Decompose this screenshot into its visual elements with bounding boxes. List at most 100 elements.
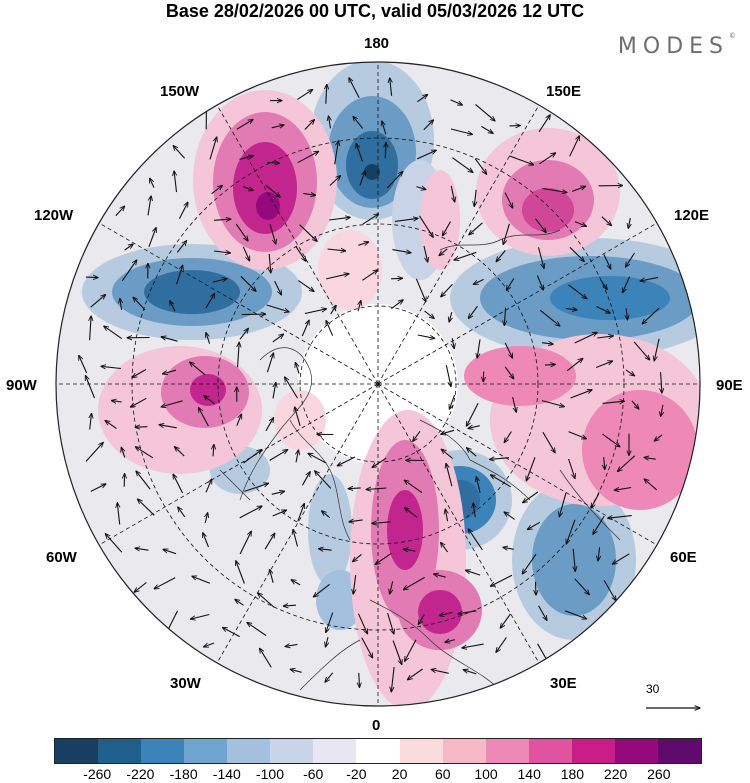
- wind-vector: [462, 643, 484, 648]
- wind-vector: [474, 189, 476, 207]
- wind-vector: [134, 582, 147, 593]
- wind-vector: [304, 309, 327, 315]
- wind-vector: [504, 342, 512, 358]
- lon-label-90w: 90W: [6, 377, 37, 394]
- lon-label-180: 180: [364, 35, 390, 52]
- wind-vector: [302, 472, 311, 486]
- wind-vector: [313, 583, 330, 597]
- wind-vector: [175, 447, 185, 457]
- wind-vector: [413, 430, 421, 441]
- wind-vector: [295, 407, 301, 426]
- wind-vector: [235, 223, 248, 241]
- wind-vector: [329, 116, 331, 129]
- wind-vector: [297, 90, 312, 100]
- wind-vector: [477, 339, 481, 358]
- wind-vector: [269, 253, 271, 273]
- wind-vector: [290, 669, 302, 672]
- colorbar-tick-label: -260: [83, 766, 112, 782]
- wind-vector: [178, 507, 186, 518]
- wind-vector: [439, 248, 448, 256]
- coastlines: [219, 229, 621, 691]
- wind-vector: [601, 216, 612, 226]
- wind-vector: [504, 431, 512, 443]
- wind-vector: [416, 187, 426, 190]
- wind-vector: [394, 218, 418, 222]
- wind-vector: [535, 218, 547, 233]
- wind-vector: [523, 491, 539, 503]
- wind-vector: [569, 136, 580, 157]
- wind-vector: [298, 280, 314, 292]
- wind-vector: [417, 95, 427, 103]
- logo-text: MODES: [617, 34, 729, 59]
- wind-vector: [385, 143, 386, 159]
- wind-vectors: [79, 78, 663, 692]
- wind-vector: [441, 283, 453, 297]
- colorbar-swatch: [657, 739, 701, 763]
- wind-vector: [124, 244, 134, 251]
- wind-vector: [337, 456, 356, 466]
- wind-vector: [559, 492, 567, 517]
- wind-vector: [105, 534, 123, 553]
- colorbar-swatch: [227, 739, 271, 763]
- wind-vector: [452, 338, 454, 348]
- wind-vector: [626, 308, 627, 320]
- wind-vector: [326, 84, 327, 104]
- wind-vector: [357, 613, 368, 634]
- wind-vector: [86, 376, 96, 399]
- colorbar-tick-label: 140: [517, 766, 541, 782]
- positive-anomalies: [98, 90, 700, 706]
- wind-vector: [512, 396, 517, 412]
- wind-vector: [304, 120, 315, 130]
- wind-vector: [359, 171, 365, 186]
- wind-vector: [269, 450, 288, 461]
- wind-vector: [458, 610, 477, 614]
- wind-vector: [386, 172, 403, 189]
- wind-vector: [566, 519, 576, 544]
- wind-vector: [539, 309, 560, 326]
- wind-vector: [602, 401, 625, 403]
- wind-vector: [121, 447, 126, 458]
- lon-label-150e: 150E: [546, 83, 582, 100]
- wind-vector: [372, 522, 391, 524]
- wind-vector: [491, 475, 511, 488]
- wind-vector: [267, 162, 279, 163]
- wind-vector: [361, 637, 373, 658]
- wind-vector: [423, 245, 428, 262]
- wind-vector: [265, 184, 280, 197]
- wind-vector: [353, 575, 356, 594]
- wind-vector: [90, 295, 106, 308]
- wind-vector: [591, 492, 600, 508]
- colorbar-ticks: -260 -220 -180 -140 -100 -60 -20 20 60 100 140 180 2…: [54, 766, 702, 783]
- wind-vector: [644, 457, 656, 459]
- wind-vector: [170, 301, 176, 312]
- wind-vector: [506, 278, 515, 290]
- wind-vector: [121, 260, 137, 282]
- wind-vector: [273, 383, 276, 399]
- wind-vector: [266, 304, 289, 312]
- map-border: [55, 61, 701, 707]
- wind-vector: [90, 316, 92, 341]
- wind-vector: [541, 343, 553, 345]
- wind-vector: [474, 158, 487, 175]
- wind-vector: [105, 421, 117, 430]
- wind-vector: [596, 306, 610, 314]
- wind-vector: [466, 570, 481, 576]
- wind-vector: [544, 364, 555, 365]
- wind-vector: [574, 332, 598, 344]
- reference-vector-label: 30: [646, 682, 660, 696]
- wind-vector: [604, 457, 605, 469]
- wind-vector: [90, 484, 106, 492]
- wind-vector: [473, 503, 475, 518]
- wind-vector: [403, 576, 425, 589]
- wind-vector: [468, 529, 483, 551]
- wind-vector: [538, 605, 547, 621]
- lon-label-0: 0: [372, 717, 381, 734]
- lon-label-120e: 120E: [674, 207, 710, 224]
- colorbar-swatch: [571, 739, 615, 763]
- wind-vector: [423, 120, 434, 131]
- wind-vector: [297, 504, 304, 522]
- wind-vector: [625, 369, 635, 376]
- wind-vector: [466, 403, 479, 426]
- lon-label-90e: 90E: [716, 377, 743, 394]
- wind-vector: [574, 221, 587, 227]
